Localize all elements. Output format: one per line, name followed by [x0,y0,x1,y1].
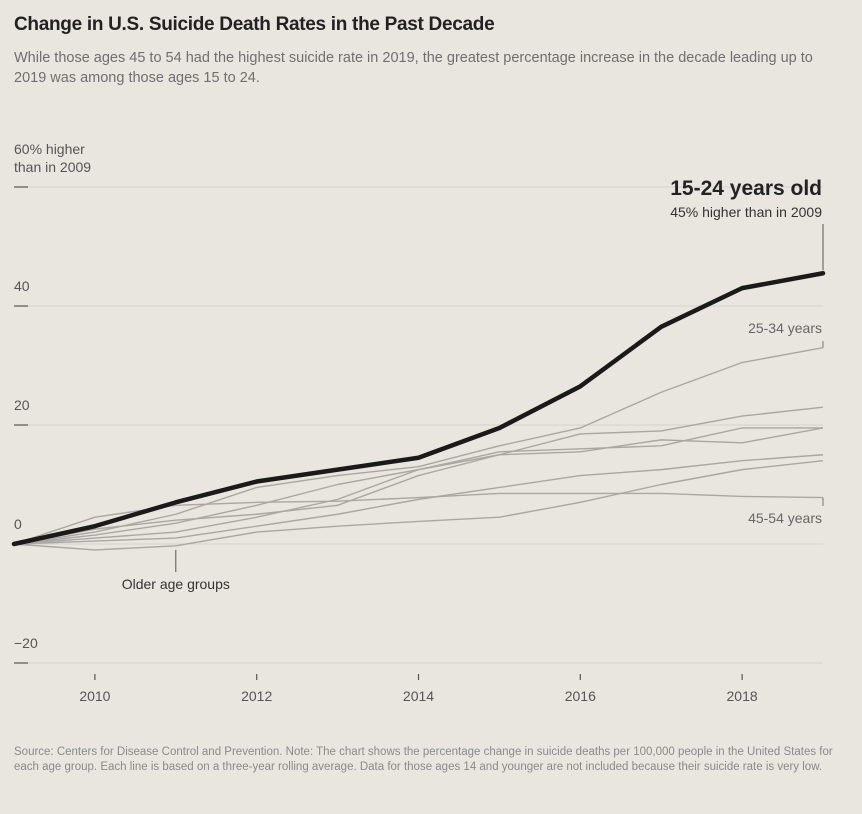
source-note: Source: Centers for Disease Control and … [14,746,833,773]
series-line-4 [13,427,824,545]
x-tick-label: 2010 [79,688,110,704]
series-25-34-label: 25-34 years [748,320,822,336]
series-line-5 [13,460,824,551]
x-tick-label: 2014 [403,688,434,704]
highlight-series-label: 15-24 years old [670,177,822,200]
y-tick-label: 20 [14,397,30,413]
series-45-54-label: 45-54 years [748,510,822,526]
series-line-2 [13,492,824,545]
series-lines [11,271,826,551]
y-tick-label-line2: than in 2009 [14,159,91,175]
older-groups-label: Older age groups [122,576,230,592]
series-line-1 [13,346,824,545]
y-tick-label: 40 [14,278,30,294]
chart-subtitle: While those ages 45 to 54 had the highes… [14,50,813,86]
x-tick-label: 2012 [241,688,272,704]
series-line-6 [13,454,824,545]
grid-lines [14,186,823,664]
line-chart: 60% higher 40 20 0 −20 than in 2009 2010 2012 20… [11,141,826,704]
y-tick-label: 60% higher [14,141,85,157]
annotations: 15-24 years old 45% higher than in 2009 25… [122,177,824,592]
y-tick-label: 0 [14,516,22,532]
axes: 60% higher 40 20 0 −20 than in 2009 2010 2012 20… [14,141,758,704]
highlight-series-note: 45% higher than in 2009 [670,204,822,220]
series-line-7 [13,427,823,545]
series-line-15-24 [11,271,826,547]
x-tick-label: 2018 [727,688,758,704]
y-tick-label: −20 [14,635,38,651]
x-tick-label: 2016 [565,688,596,704]
chart-title: Change in U.S. Suicide Death Rates in th… [14,14,495,35]
series-line-3 [13,406,824,545]
